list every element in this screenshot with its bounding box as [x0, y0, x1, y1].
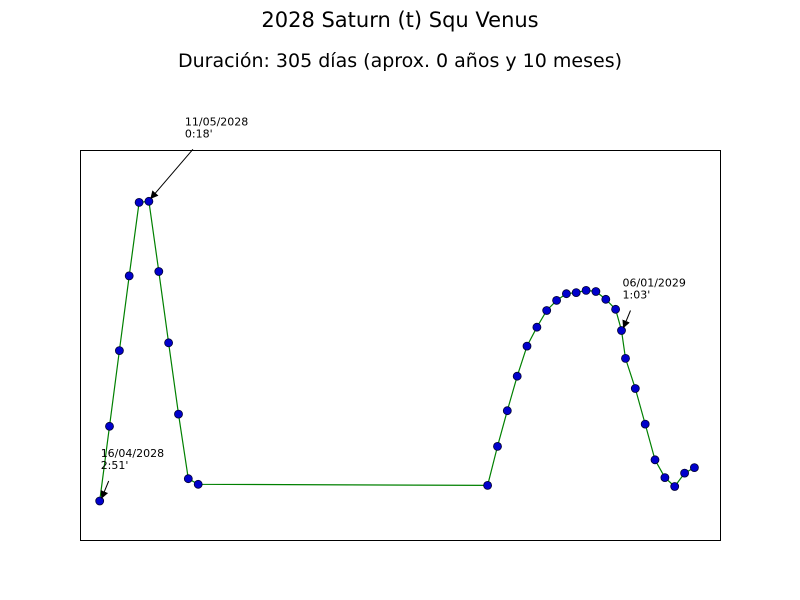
data-point [115, 346, 124, 356]
annotation-value-label: 2:51' [101, 459, 129, 472]
annotation-value-label: 0:18' [185, 127, 213, 140]
annotation-value-label: 1:03' [623, 289, 651, 302]
data-point [552, 295, 561, 305]
data-point [571, 288, 581, 298]
annotation-arrow [100, 480, 110, 499]
annotation-arrow [150, 148, 194, 200]
data-point [183, 474, 193, 484]
data-point [193, 479, 203, 489]
data-point [542, 306, 552, 315]
data-point [581, 285, 591, 295]
data-point [630, 384, 640, 393]
data-point [650, 455, 660, 465]
data-point [522, 341, 532, 351]
data-point [611, 304, 620, 314]
annotation-date-label: 11/05/2028 [185, 115, 248, 128]
data-point [124, 271, 134, 281]
annotation-date-label: 16/04/2028 [101, 447, 164, 460]
data-point [591, 287, 601, 296]
data-point [95, 496, 105, 506]
data-point [617, 326, 626, 335]
data-point [670, 482, 680, 491]
data-point [164, 338, 174, 348]
annotation-arrow [622, 310, 631, 329]
data-point [532, 322, 542, 332]
data-point [562, 289, 571, 299]
series-line-layer [99, 200, 695, 502]
data-point [174, 409, 183, 419]
data-point [512, 371, 522, 381]
data-point [660, 473, 670, 483]
chart-subtitle: Duración: 305 días (aprox. 0 años y 10 m… [177, 50, 623, 72]
data-point [502, 406, 512, 416]
data-point [105, 421, 114, 431]
annotation-date-label: 06/01/2029 [623, 277, 686, 290]
plot-frame [80, 150, 721, 541]
data-point [154, 267, 164, 276]
data-point-layer [95, 196, 699, 506]
data-point [483, 480, 493, 490]
data-point [680, 468, 689, 478]
chart-title: 2028 Saturn (t) Squ Venus [261, 8, 539, 32]
data-point [134, 197, 144, 207]
data-point [144, 196, 154, 206]
data-point [690, 463, 699, 473]
data-point [601, 294, 611, 304]
series-line [99, 200, 695, 502]
data-point [493, 441, 502, 451]
data-point [640, 419, 650, 429]
data-point [621, 353, 630, 363]
